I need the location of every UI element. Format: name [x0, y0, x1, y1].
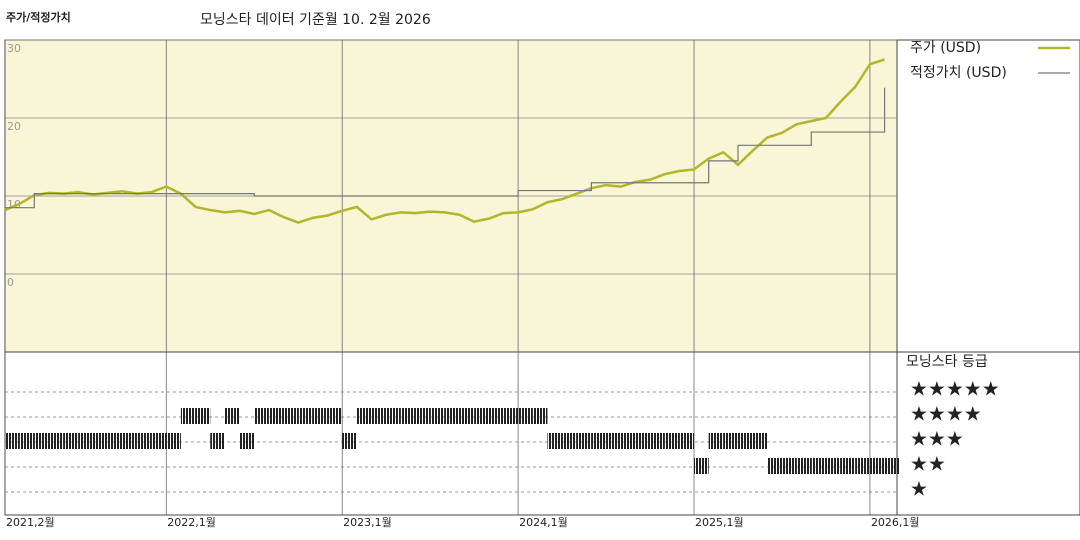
line-series	[5, 87, 886, 209]
x-tick-label: 2023,1월	[343, 516, 392, 529]
rating-bar	[767, 458, 782, 474]
rating-bar	[840, 458, 856, 474]
rating-bar	[606, 433, 621, 449]
x-tick-label: 2024,1월	[519, 516, 568, 529]
rating-bar	[63, 433, 79, 449]
rating-bar	[825, 458, 841, 474]
rating-bar	[430, 408, 445, 424]
rating-bar	[371, 408, 387, 424]
rating-bar	[474, 408, 489, 424]
rating-bar	[781, 458, 797, 474]
rating-bar	[254, 408, 269, 424]
rating-bar	[664, 433, 680, 449]
rating-title: 모닝스타 등급	[906, 354, 988, 370]
rating-bar	[796, 458, 812, 474]
rating-bar	[78, 433, 93, 449]
rating-bar	[356, 408, 372, 424]
rating-bar	[136, 433, 152, 449]
rating-bar	[459, 408, 475, 424]
legend-label: 적정가치 (USD)	[910, 65, 1007, 81]
rating-bar	[591, 433, 607, 449]
rating-bar	[708, 433, 724, 449]
rating-bar	[869, 458, 885, 474]
x-tick-label: 2025,1월	[695, 516, 744, 529]
y-tick-label: 0	[7, 276, 14, 289]
rating-bar	[518, 408, 533, 424]
chart-title: 주가/적정가치	[6, 10, 71, 24]
rating-bar	[92, 433, 108, 449]
rating-bar	[180, 408, 196, 424]
y-tick-label: 20	[7, 120, 21, 133]
legend-label: 주가 (USD)	[910, 40, 981, 56]
rating-bar	[48, 433, 64, 449]
rating-bar	[34, 433, 49, 449]
rating-bar	[855, 458, 870, 474]
rating-bar	[386, 408, 401, 424]
rating-bar	[738, 433, 753, 449]
rating-bar	[312, 408, 328, 424]
rating-bar	[488, 408, 504, 424]
rating-bar	[532, 408, 548, 424]
rating-bar	[283, 408, 299, 424]
rating-bar	[562, 433, 577, 449]
rating-bar	[327, 408, 343, 424]
chart-subtitle: 모닝스타 데이터 기준월 10. 2월 2026	[200, 12, 431, 28]
rating-label: ★★	[910, 452, 946, 476]
rating-bar	[210, 433, 225, 449]
rating-label: ★	[910, 477, 928, 501]
y-tick-label: 30	[7, 42, 21, 55]
rating-bar	[547, 433, 563, 449]
rating-bar	[811, 458, 826, 474]
line-series	[4, 58, 885, 224]
rating-bar	[224, 408, 240, 424]
rating-label: ★★★★	[910, 402, 982, 426]
rating-label: ★★★	[910, 427, 964, 451]
rating-bar	[723, 433, 738, 449]
rating-bar	[342, 433, 357, 449]
rating-bar	[650, 433, 665, 449]
rating-bar	[444, 408, 460, 424]
rating-bar	[635, 433, 651, 449]
rating-bar	[415, 408, 431, 424]
rating-bar	[679, 433, 695, 449]
rating-bar	[239, 433, 255, 449]
rating-bar	[268, 408, 284, 424]
rating-bar	[503, 408, 519, 424]
rating-bar	[620, 433, 636, 449]
rating-bar	[694, 458, 709, 474]
rating-bar	[166, 433, 181, 449]
x-tick-label: 2022,1월	[167, 516, 216, 529]
x-tick-label: 2026,1월	[871, 516, 920, 529]
rating-bar	[151, 433, 167, 449]
rating-bar	[298, 408, 313, 424]
rating-bar	[195, 408, 211, 424]
rating-bar	[884, 458, 900, 474]
rating-bar	[400, 408, 416, 424]
rating-bar	[576, 433, 592, 449]
rating-bar	[752, 433, 768, 449]
rating-bar	[5, 433, 20, 449]
rating-bar	[19, 433, 35, 449]
x-tick-label: 2021,2월	[6, 516, 55, 529]
rating-label: ★★★★★	[910, 377, 1000, 401]
rating-bar	[122, 433, 137, 449]
rating-bar	[107, 433, 123, 449]
